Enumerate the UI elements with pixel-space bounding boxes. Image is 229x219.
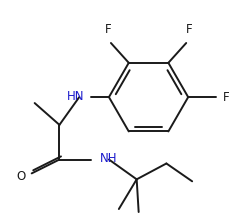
Text: NH: NH (100, 152, 117, 165)
Text: F: F (222, 91, 229, 104)
Text: O: O (16, 170, 26, 183)
Text: F: F (104, 23, 111, 36)
Text: HN: HN (66, 90, 84, 103)
Text: F: F (185, 23, 192, 36)
